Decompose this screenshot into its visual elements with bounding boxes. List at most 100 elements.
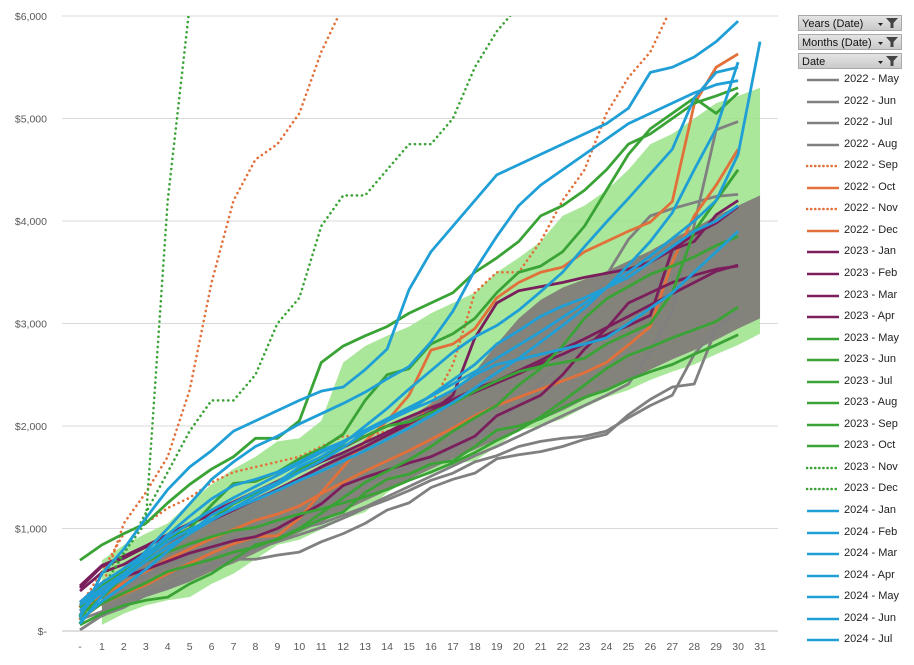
series-line-2022-oct [79,52,739,621]
legend-item: 2022 - Sep [806,157,912,177]
legend-swatch [807,552,839,556]
x-tick-label: 13 [359,641,371,653]
x-tick-label: 27 [666,641,678,653]
legend-item: 2024 - May [806,588,912,608]
legend-item: 2023 - Apr [806,308,912,328]
legend-swatch [806,207,840,211]
filter-icon[interactable] [877,16,899,35]
x-tick-label: 10 [294,641,306,653]
filter-icon[interactable] [877,54,899,73]
series-line-2022-aug [79,192,739,606]
legend-label: 2022 - Sep [844,159,898,172]
x-tick-label: 29 [710,641,722,653]
legend-label: 2023 - Oct [844,439,896,452]
legend-item: 2023 - May [806,330,912,350]
legend-item: 2024 - Mar [806,545,912,565]
x-tick-label: 7 [231,641,237,653]
filter-button-2[interactable]: Months (Date) [798,34,902,50]
y-tick-label: $- [38,626,48,638]
legend-item: 2022 - May [806,71,912,91]
x-tick-label: 19 [491,641,503,653]
legend-swatch [807,380,839,383]
legend-item: 2023 - Sep [806,416,912,436]
x-tick-label: 3 [143,641,149,653]
x-tick-label: 14 [381,641,393,653]
x-tick-label: 20 [513,641,525,653]
legend-item: 2023 - Feb [806,265,912,285]
legend-label: 2024 - Feb [844,525,898,538]
x-tick-label: 6 [209,641,215,653]
legend-label: 2023 - May [844,331,900,344]
y-tick-label: $6,000 [15,11,47,23]
series-line-2023-sep [79,235,739,620]
legend-item: 2022 - Aug [806,136,912,156]
series-line-2022-jun [79,310,739,622]
legend-swatch [807,358,839,362]
series-line-2023-jun [79,333,739,627]
legend-item: 2022 - Nov [806,200,912,220]
legend-label: 2023 - Dec [844,482,898,495]
series-line-2024-may [79,230,740,612]
x-tick-label: 31 [754,641,766,653]
series-line-2023-may [79,86,739,562]
legend-label: 2022 - Nov [844,202,898,215]
legend-swatch [807,315,839,319]
legend-label: 2024 - Jul [844,633,893,646]
x-tick-label: 26 [645,641,657,653]
legend-label: 2023 - Jul [844,374,893,387]
x-tick-label: 23 [579,641,591,653]
legend-label: 2024 - Jan [844,504,896,516]
legend-item: 2022 - Oct [806,179,912,199]
x-tick-label: 5 [187,641,193,653]
legend-swatch [807,186,839,190]
legend-item: 2023 - Jul [806,373,912,393]
legend-swatch [806,164,840,168]
series-line-2022-nov [78,16,669,608]
legend-swatch [807,638,839,642]
y-tick-label: $2,000 [15,421,47,433]
filter-button-3[interactable]: Date [798,53,902,69]
legend-item: 2024 - Jan [806,502,912,522]
x-tick-label: 15 [403,641,415,653]
x-tick-label: 2 [121,641,127,653]
legend-swatch [807,294,839,297]
x-tick-label: 16 [425,641,437,653]
x-tick-label: 30 [732,641,744,653]
legend-item: 2022 - Jul [806,114,912,134]
legend-item: 2023 - Jan [806,243,912,263]
series-line-2024-feb [78,79,739,616]
x-tick-label: 12 [337,641,349,653]
series-line-2022-jul [79,120,739,610]
legend-label: 2023 - Aug [844,396,898,409]
legend-label: 2023 - Mar [844,288,898,301]
legend-swatch [807,78,839,82]
series-line-2023-apr [79,264,739,604]
x-tick-label: 17 [447,641,459,653]
filter-button-1[interactable]: Years (Date) [798,15,902,31]
legend-swatch [806,466,840,470]
filter-label: Date [802,56,826,68]
filter-label: Years (Date) [802,18,864,30]
y-tick-label: $1,000 [15,524,47,536]
x-tick-label: 11 [316,641,327,653]
legend-label: 2023 - Jun [844,353,896,366]
y-tick-label: $4,000 [15,216,47,228]
legend-swatch [807,423,839,427]
filter-icon[interactable] [877,35,899,54]
x-tick-label: 24 [601,641,613,653]
x-tick-label: 18 [469,641,481,653]
legend-item: 2022 - Dec [806,222,912,242]
legend-label: 2024 - May [844,590,900,603]
series-line-2024-jun [79,61,740,607]
legend-swatch [807,531,839,534]
legend-swatch [806,488,840,491]
legend-item: 2023 - Oct [806,437,912,457]
x-tick-label: 25 [623,641,635,653]
series-line-2024-jul [79,41,762,604]
legend-swatch [807,401,839,405]
legend-label: 2023 - Feb [844,266,898,279]
series-lines [78,16,762,631]
legend-label: 2022 - Aug [844,137,898,150]
legend-item: 2023 - Jun [806,351,912,371]
legend-label: 2022 - May [844,73,900,85]
